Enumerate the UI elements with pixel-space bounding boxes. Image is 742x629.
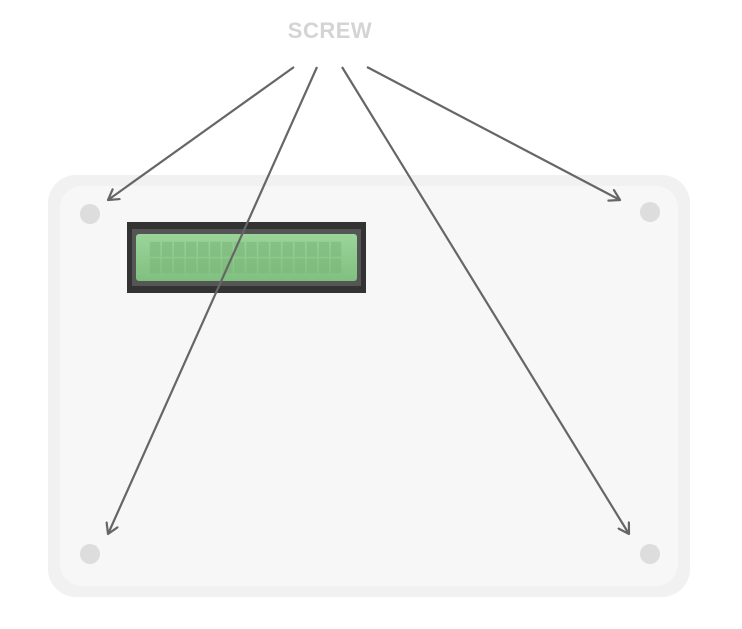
- screw-hole-top-right: [640, 202, 660, 222]
- lcd-cell: [185, 258, 197, 274]
- lcd-cell: [185, 241, 197, 257]
- arrow-to-bottom-left-screw: [108, 66, 319, 534]
- lcd-cell: [161, 241, 173, 257]
- lcd-cell: [234, 241, 245, 257]
- arrow-to-top-right-screw: [366, 66, 620, 200]
- lcd-cell: [198, 241, 209, 257]
- screw-arrows: [108, 66, 629, 534]
- lcd-cell: [173, 241, 185, 257]
- screw-hole-bottom-left: [80, 544, 100, 564]
- lcd-cell: [161, 258, 173, 274]
- screw-hole-bottom-right: [640, 544, 660, 564]
- screw-hole-top-left: [80, 204, 100, 224]
- lcd-cell: [234, 258, 245, 274]
- lcd-cell: [258, 258, 269, 274]
- lcd-cell: [222, 241, 233, 257]
- lcd-cell: [173, 258, 185, 274]
- lcd-cell: [258, 241, 269, 257]
- lcd-cell: [282, 258, 293, 274]
- lcd-cell: [294, 258, 306, 274]
- lcd-cell: [294, 241, 306, 257]
- arrow-to-bottom-right-screw: [341, 66, 629, 534]
- lcd-cell: [330, 241, 342, 257]
- lcd-cell: [270, 258, 281, 274]
- screw-holes: [80, 202, 660, 564]
- lcd-screen: [136, 234, 357, 281]
- lcd-cell: [318, 241, 330, 257]
- lcd-cell: [246, 258, 257, 274]
- lcd-cell: [282, 241, 293, 257]
- lcd-cell: [270, 241, 281, 257]
- lcd-character-grid: [149, 241, 342, 274]
- lcd-cell: [149, 258, 161, 274]
- lcd-cell: [210, 241, 221, 257]
- lcd-cell: [198, 258, 209, 274]
- lcd-module: [127, 222, 366, 293]
- lcd-cell: [246, 241, 257, 257]
- arrow-to-top-left-screw: [108, 66, 295, 200]
- lcd-cell: [330, 258, 342, 274]
- lcd-cell: [149, 241, 161, 257]
- screw-label: SCREW: [287, 18, 373, 43]
- lcd-cell: [210, 258, 221, 274]
- lcd-cell: [306, 258, 318, 274]
- lcd-cell: [318, 258, 330, 274]
- lcd-cell: [306, 241, 318, 257]
